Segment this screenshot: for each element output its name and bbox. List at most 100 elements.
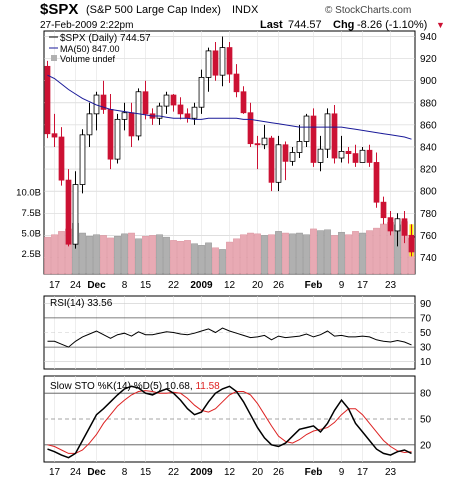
volume-bar [352, 231, 359, 275]
stoch-title-main: Slow STO %K(14) %D(5) 10.68, [50, 381, 195, 392]
volume-bar [212, 247, 219, 275]
x-tick-label: 15 [140, 467, 152, 478]
candle-body [324, 113, 331, 150]
candle-body [79, 134, 86, 185]
volume-bar [205, 242, 212, 275]
volume-bar [93, 234, 100, 275]
rsi-line [47, 327, 412, 348]
x-tick-label: 26 [273, 467, 285, 478]
candle-body [233, 73, 240, 93]
volume-bar [289, 233, 296, 275]
volume-bar [233, 238, 240, 275]
candle-body [107, 109, 114, 160]
candle-body [289, 152, 296, 162]
volume-bar [303, 234, 310, 275]
candle-body [303, 115, 310, 142]
candle-body [254, 143, 261, 146]
x-tick-label: 24 [70, 280, 82, 291]
volume-bar [170, 240, 177, 275]
candle-body [261, 137, 268, 146]
volume-bar [226, 241, 233, 275]
candle-body [296, 141, 303, 153]
candle-body [338, 150, 345, 159]
stoch-tick-label: 20 [420, 440, 432, 451]
rsi-tick-label: 70 [420, 313, 432, 324]
stoch-tick-label: 80 [420, 389, 432, 400]
x-tick-label: 17 [357, 467, 369, 478]
volume-bar [198, 245, 205, 275]
price-tick-label: 780 [420, 209, 437, 220]
candle-body [86, 113, 93, 136]
symbol-text: $SPX [40, 1, 78, 18]
volume-bar [240, 234, 247, 275]
volume-bar [373, 227, 380, 275]
candle-body [170, 94, 177, 106]
price-tick-label: 820 [420, 165, 437, 176]
x-axis-labels-top: 17 24 Dec 8 15 22 2009 12 20 26 Feb 9 17 23 [49, 280, 397, 291]
legend-price-label: $SPX (Daily) 744.57 [60, 33, 151, 44]
volume-bar [163, 236, 170, 275]
candle-body [163, 94, 170, 107]
price-y-axis: 740 760 780 800 820 840 860 880 900 920 940 [420, 32, 437, 264]
volume-bar [44, 236, 51, 275]
exchange-text: INDX [232, 4, 259, 16]
volume-bar [366, 230, 373, 275]
price-tick-label: 920 [420, 54, 437, 65]
legend-volume-label: Volume undef [60, 54, 116, 64]
candle-body [156, 105, 163, 119]
price-legend: $SPX (Daily) 744.57 MA(50) 847.00 Volume… [49, 33, 151, 64]
stoch-title: Slow STO %K(14) %D(5) 10.68, 11.58 [50, 381, 220, 392]
volume-bar [282, 232, 289, 275]
volume-tick-label: 10.0B [16, 188, 41, 199]
volume-bar [296, 232, 303, 275]
rsi-tick-label: 90 [420, 299, 432, 310]
volume-bar [184, 240, 191, 275]
volume-bar [261, 235, 268, 275]
candle-body [380, 201, 387, 219]
volume-bar [177, 240, 184, 275]
volume-bar [135, 238, 142, 275]
volume-tick-label: 7.5B [21, 208, 41, 219]
x-tick-label: Feb [305, 280, 323, 291]
volume-bar [58, 231, 65, 275]
legend-ma-label: MA(50) 847.00 [60, 44, 120, 54]
volume-bar [324, 229, 331, 275]
candle-body [100, 94, 107, 110]
x-tick-label: 12 [224, 280, 236, 291]
volume-bar [310, 228, 317, 275]
x-tick-label: Dec [87, 467, 106, 478]
x-tick-label: 15 [140, 280, 152, 291]
candle-body [58, 136, 65, 181]
candle-body [51, 133, 58, 138]
volume-bar [380, 223, 387, 275]
candle-body [142, 91, 149, 115]
price-tick-label: 860 [420, 120, 437, 131]
candle-body [247, 112, 254, 145]
rsi-tick-label: 50 [420, 328, 432, 339]
x-tick-label: 22 [168, 467, 180, 478]
x-tick-label: 9 [339, 467, 345, 478]
ma50-line [47, 74, 412, 140]
stoch-k-line [47, 385, 412, 459]
candle-body [275, 144, 282, 183]
x-tick-label: 12 [224, 467, 236, 478]
candle-body [345, 150, 352, 155]
candle-body [191, 106, 198, 119]
volume-bar [107, 237, 114, 275]
x-tick-label: 26 [273, 280, 285, 291]
candle-body [226, 47, 233, 75]
candle-body [184, 113, 191, 119]
volume-bar [79, 232, 86, 275]
candle-body [121, 112, 128, 120]
price-tick-label: 900 [420, 76, 437, 87]
x-tick-label: 17 [49, 280, 61, 291]
x-tick-label: 17 [49, 467, 61, 478]
price-tick-label: 840 [420, 142, 437, 153]
candle-body [408, 234, 415, 253]
rsi-tick-label: 10 [420, 357, 432, 368]
x-tick-label: Feb [305, 467, 323, 478]
chg-value: -8.26 (-1.10%) [357, 19, 427, 31]
last-label: Last [260, 19, 283, 31]
